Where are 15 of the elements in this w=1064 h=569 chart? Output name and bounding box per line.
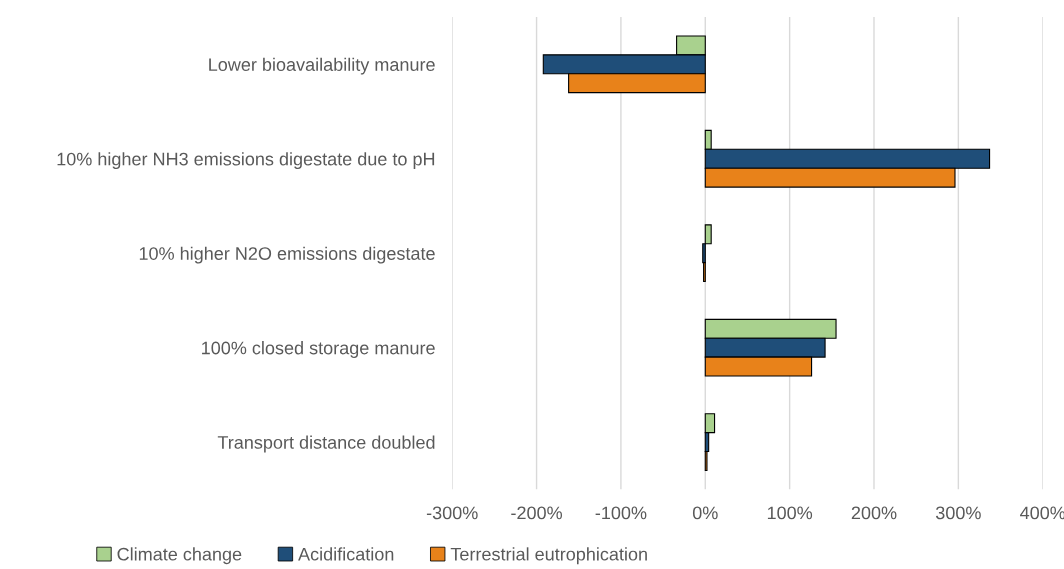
x-tick-label: 300% <box>935 506 981 520</box>
x-tick-label: 0% <box>692 506 718 520</box>
y-tick-label: 100% closed storage manure <box>202 341 435 358</box>
x-tick-label: 100% <box>767 506 813 520</box>
legend-label: Terrestrial eutrophication <box>450 547 647 565</box>
y-tick-label: Lower bioavailability manure <box>209 57 435 75</box>
y-tick-label: Transport distance doubled <box>217 435 435 453</box>
legend-label: Climate change <box>117 547 242 565</box>
x-tick-label: -300% <box>426 506 478 520</box>
x-tick-label: -200% <box>511 506 563 520</box>
legend-label: Acidification <box>298 547 394 561</box>
x-tick-label: 200% <box>851 506 897 520</box>
y-tick-label: 10% higher NH3 emissions digestate due to pH <box>57 152 435 170</box>
y-tick-label: 10% higher N2O emissions digestate <box>139 246 435 264</box>
x-tick-label: -100% <box>595 506 647 520</box>
